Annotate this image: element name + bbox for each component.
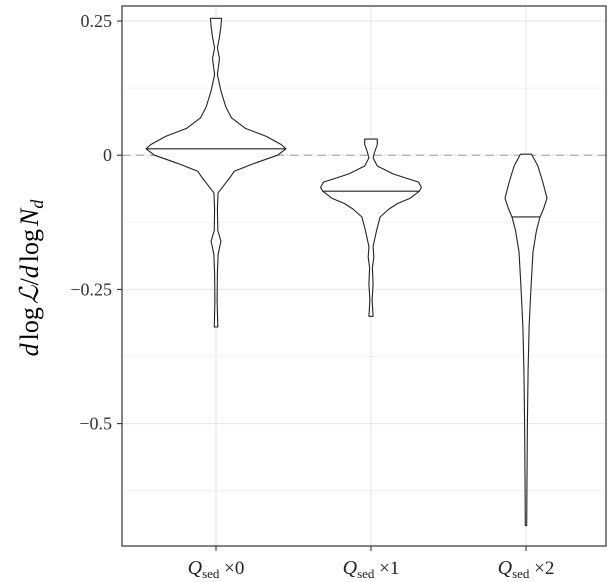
violin-2 — [320, 138, 422, 317]
x-tick-label: Qsed ×2 — [498, 557, 555, 581]
plot-panel-border — [121, 5, 607, 547]
violin-1 — [145, 17, 287, 328]
x-tick-label: Qsed ×0 — [188, 557, 245, 581]
y-tick-label: −0.5 — [79, 414, 112, 434]
y-tick-label: 0.25 — [81, 11, 113, 31]
y-axis-label: dlogℒ/dlogNd — [15, 199, 47, 357]
violin-3 — [504, 153, 548, 527]
y-tick-label: 0 — [103, 145, 112, 165]
y-tick-label: −0.25 — [70, 279, 112, 299]
x-tick-label: Qsed ×1 — [343, 557, 400, 581]
